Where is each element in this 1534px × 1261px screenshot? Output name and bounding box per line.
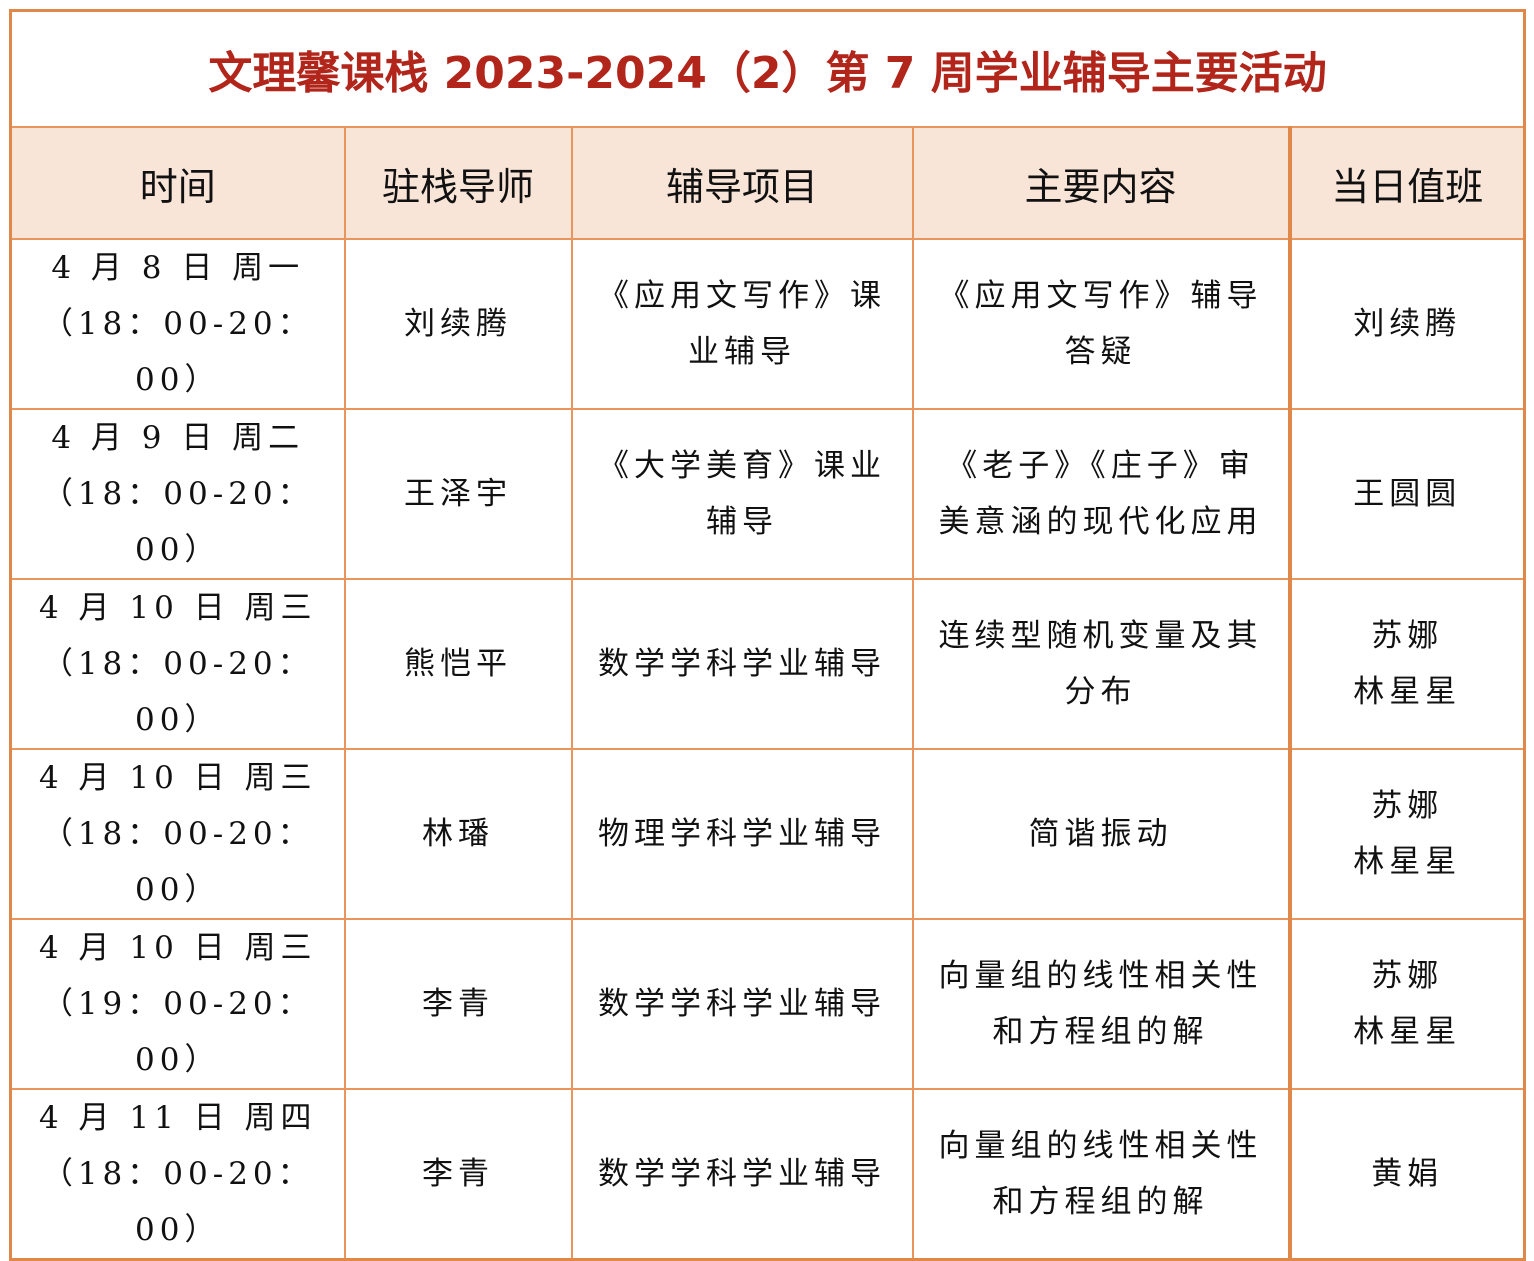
project-line: 《应用文写作》课 [598,278,886,314]
cell-content: 《老子》《庄子》审 美意涵的现代化应用 [911,408,1291,580]
cell-content: 向量组的线性相关性 和方程组的解 [911,1088,1291,1261]
content-line: 向量组的线性相关性 [938,1128,1263,1164]
page-title: 文理馨课栈 2023-2024（2）第 7 周学业辅导主要活动 [9,9,1526,128]
table-row: 4 月 10 日 周三 （18：00-20：00） 林璠 物理学科学业辅导 简谐振动 苏娜… [9,748,1526,920]
table-row: 4 月 10 日 周三 （19：00-20：00） 李青 数学学科学业辅导 向量组的线性… [9,918,1526,1090]
cell-content: 《应用文写作》辅导 答疑 [911,238,1291,410]
table-row: 4 月 11 日 周四 （18：00-20：00） 李青 数学学科学业辅导 向量组的线性… [9,1088,1526,1261]
project-line: 数学学科学业辅导 [598,986,886,1022]
cell-duty: 苏娜 林星星 [1287,748,1526,920]
time-line: （18：00-20：00） [41,646,314,738]
duty-line: 苏娜 [1371,788,1444,824]
column-header-duty: 当日值班 [1287,126,1526,240]
column-header-time: 时间 [9,126,346,240]
content-line: 答疑 [1064,334,1137,370]
cell-tutor: 王泽宇 [343,408,573,580]
content-line: 分布 [1064,674,1137,710]
cell-duty: 苏娜 林星星 [1287,918,1526,1090]
cell-project: 物理学科学业辅导 [570,748,914,920]
cell-tutor: 李青 [343,918,573,1090]
cell-tutor: 熊恺平 [343,578,573,750]
project-line: 数学学科学业辅导 [598,646,886,682]
content-line: 《应用文写作》辅导 [938,278,1263,314]
duty-line: 刘续腾 [1353,306,1462,342]
cell-project: 数学学科学业辅导 [570,918,914,1090]
content-line: 连续型随机变量及其 [938,618,1263,654]
cell-duty: 苏娜 林星星 [1287,578,1526,750]
cell-time: 4 月 8 日 周一 （18：00-20：00） [9,238,346,410]
duty-line: 林星星 [1353,674,1462,710]
cell-duty: 黄娟 [1287,1088,1526,1261]
project-line: 业辅导 [688,334,796,370]
time-line: 4 月 11 日 周四 [38,1100,317,1136]
time-line: （18：00-20：00） [41,1156,314,1248]
activity-table: 文理馨课栈 2023-2024（2）第 7 周学业辅导主要活动 时间 驻栈导师 辅导… [9,9,1527,1261]
cell-time: 4 月 10 日 周三 （18：00-20：00） [9,578,346,750]
table-row: 4 月 9 日 周二 （18：00-20：00） 王泽宇 《大学美育》课业 辅导 《老子》… [9,408,1526,580]
content-line: 《老子》《庄子》审 [946,448,1255,484]
column-header-content: 主要内容 [911,126,1291,240]
time-line: 4 月 10 日 周三 [38,590,317,626]
project-line: 辅导 [706,504,778,540]
cell-time: 4 月 10 日 周三 （19：00-20：00） [9,918,346,1090]
time-line: 4 月 8 日 周一 [51,250,305,286]
cell-project: 《应用文写作》课 业辅导 [570,238,914,410]
content-line: 向量组的线性相关性 [938,958,1263,994]
cell-project: 《大学美育》课业 辅导 [570,408,914,580]
duty-line: 苏娜 [1371,958,1444,994]
cell-time: 4 月 11 日 周四 （18：00-20：00） [9,1088,346,1261]
project-line: 数学学科学业辅导 [598,1156,886,1192]
cell-content: 向量组的线性相关性 和方程组的解 [911,918,1291,1090]
time-line: 4 月 10 日 周三 [38,930,317,966]
duty-line: 林星星 [1353,844,1462,880]
time-line: 4 月 10 日 周三 [38,760,317,796]
cell-tutor: 林璠 [343,748,573,920]
cell-project: 数学学科学业辅导 [570,1088,914,1261]
duty-line: 黄娟 [1371,1156,1444,1192]
time-line: （18：00-20：00） [41,816,314,908]
duty-line: 林星星 [1353,1014,1462,1050]
duty-line: 苏娜 [1371,618,1444,654]
time-line: （19：00-20：00） [41,986,314,1078]
column-header-project: 辅导项目 [570,126,914,240]
cell-content: 简谐振动 [911,748,1291,920]
content-line: 和方程组的解 [992,1184,1209,1220]
cell-project: 数学学科学业辅导 [570,578,914,750]
content-line: 简谐振动 [1028,816,1173,852]
cell-duty: 王圆圆 [1287,408,1526,580]
cell-tutor: 李青 [343,1088,573,1261]
project-line: 《大学美育》课业 [598,448,886,484]
content-line: 和方程组的解 [992,1014,1209,1050]
time-line: 4 月 9 日 周二 [51,420,305,456]
column-header-tutor: 驻栈导师 [343,126,573,240]
time-line: （18：00-20：00） [41,476,314,568]
cell-tutor: 刘续腾 [343,238,573,410]
project-line: 物理学科学业辅导 [598,816,886,852]
cell-duty: 刘续腾 [1287,238,1526,410]
table-row: 4 月 8 日 周一 （18：00-20：00） 刘续腾 《应用文写作》课 业辅导 《应用… [9,238,1526,410]
content-line: 美意涵的现代化应用 [938,504,1263,540]
cell-time: 4 月 9 日 周二 （18：00-20：00） [9,408,346,580]
cell-content: 连续型随机变量及其 分布 [911,578,1291,750]
time-line: （18：00-20：00） [41,306,314,398]
duty-line: 王圆圆 [1353,476,1462,512]
cell-time: 4 月 10 日 周三 （18：00-20：00） [9,748,346,920]
table-row: 4 月 10 日 周三 （18：00-20：00） 熊恺平 数学学科学业辅导 连续型随机… [9,578,1526,750]
